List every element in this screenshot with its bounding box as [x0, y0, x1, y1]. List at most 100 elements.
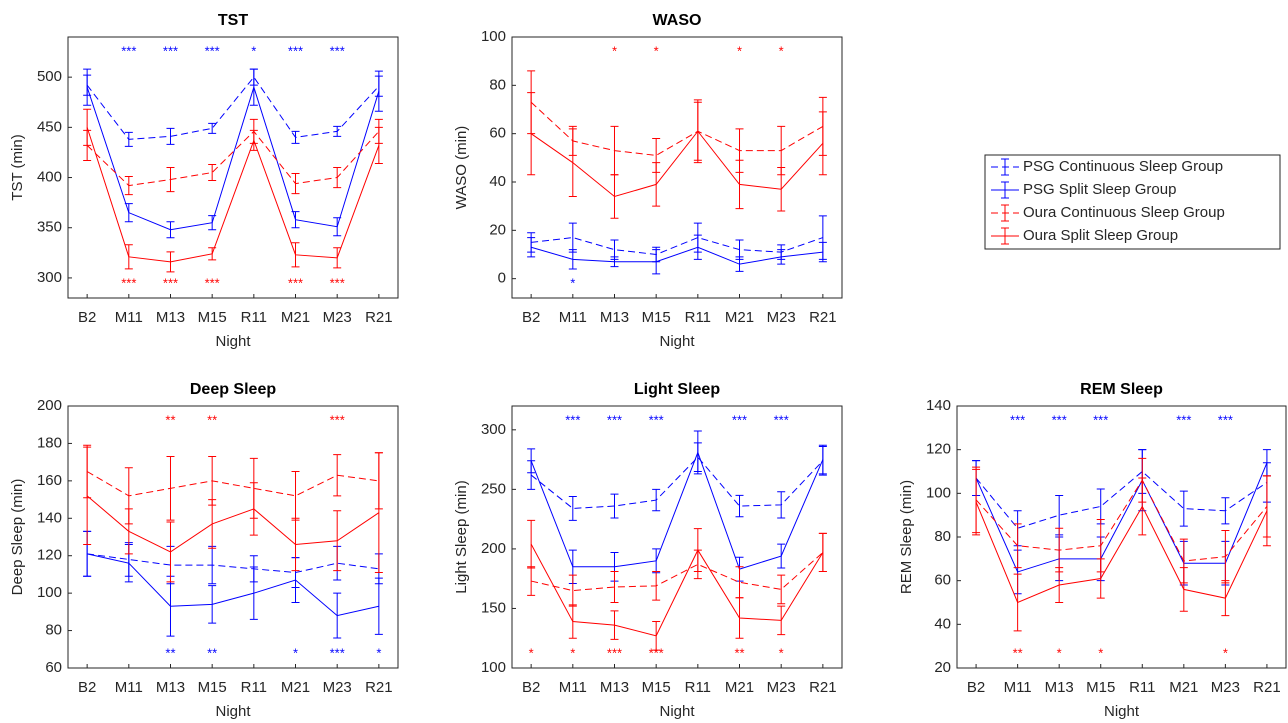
series-line	[975, 462, 1268, 573]
significance-marker: ***	[205, 43, 220, 58]
significance-marker: *	[737, 43, 742, 58]
series-line	[530, 451, 824, 570]
plot-area	[511, 36, 843, 299]
significance-marker: ***	[1218, 412, 1233, 427]
legend-errorbar	[1001, 204, 1009, 222]
error-bar	[652, 162, 661, 207]
error-bar	[249, 566, 258, 620]
significance-marker: ***	[607, 645, 622, 660]
error-bar	[124, 176, 133, 196]
y-tick-label: 100	[926, 484, 951, 501]
x-tick-label: R21	[1253, 679, 1281, 696]
chart-title: REM Sleep	[1080, 381, 1163, 398]
error-bar	[1138, 477, 1147, 536]
error-bar	[208, 499, 217, 549]
legend-box	[984, 154, 1281, 250]
x-tick-label: M15	[198, 309, 227, 326]
y-tick-label: 250	[481, 480, 506, 497]
x-tick-label: M11	[559, 309, 587, 326]
legend-errorbar	[1001, 227, 1009, 245]
significance-marker: **	[165, 645, 175, 660]
y-axis-label: WASO (min)	[453, 126, 470, 210]
legend-label: Oura Continuous Sleep Group	[1023, 204, 1225, 221]
series-line	[530, 130, 824, 198]
error-bar	[333, 592, 342, 639]
error-bar	[208, 122, 217, 134]
x-tick-label: M21	[725, 679, 754, 696]
error-bar	[291, 211, 300, 229]
significance-marker: ***	[565, 412, 580, 427]
y-tick-label: 100	[37, 584, 62, 601]
error-bar	[374, 452, 383, 574]
y-tick-label: 400	[37, 169, 62, 186]
x-tick-label: R11	[685, 309, 711, 326]
x-tick-label: M13	[1045, 679, 1074, 696]
error-bar	[735, 597, 744, 639]
y-tick-label: 350	[37, 219, 62, 236]
error-bar	[374, 70, 383, 112]
legend-label: Oura Split Sleep Group	[1023, 227, 1178, 244]
y-tick-label: 200	[481, 540, 506, 557]
significance-marker: *	[570, 645, 575, 660]
error-bar	[652, 621, 661, 651]
significance-marker: ***	[607, 412, 622, 427]
error-bar	[527, 92, 536, 176]
x-tick-label: M23	[1211, 679, 1240, 696]
y-tick-label: 140	[37, 509, 62, 526]
significance-marker: ***	[1093, 412, 1108, 427]
significance-marker: ***	[163, 275, 178, 290]
x-tick-label: M13	[600, 309, 629, 326]
error-bar	[652, 249, 661, 275]
chart-title: WASO	[653, 12, 702, 29]
significance-marker: ***	[330, 645, 345, 660]
error-bar	[249, 68, 258, 106]
error-bar	[972, 468, 981, 536]
series-line	[530, 101, 824, 156]
significance-marker: *	[779, 43, 784, 58]
error-bar	[208, 163, 217, 182]
significance-marker: **	[165, 412, 175, 427]
x-tick-label: R11	[241, 679, 267, 696]
y-tick-label: 0	[498, 270, 506, 287]
series-line	[86, 85, 380, 231]
chart-title: Light Sleep	[634, 381, 720, 398]
x-tick-label: B2	[78, 679, 96, 696]
y-axis-label: TST (min)	[9, 134, 26, 200]
significance-marker: ***	[1010, 412, 1025, 427]
legend-label: PSG Continuous Sleep Group	[1023, 158, 1223, 175]
y-tick-label: 20	[489, 221, 506, 238]
x-tick-label: R21	[365, 679, 393, 696]
error-bar	[818, 241, 827, 263]
x-tick-label: B2	[522, 309, 540, 326]
significance-marker: *	[1098, 645, 1103, 660]
error-bar	[124, 203, 133, 223]
error-bar	[1179, 490, 1188, 527]
error-bar	[818, 444, 827, 475]
significance-marker: **	[207, 645, 217, 660]
error-bar	[735, 256, 744, 272]
series-line	[87, 553, 379, 574]
error-bar	[610, 610, 619, 640]
significance-marker: ***	[330, 412, 345, 427]
error-bar	[1221, 580, 1230, 617]
x-tick-label: M21	[725, 309, 754, 326]
series-line	[975, 470, 1268, 529]
y-tick-label: 60	[489, 125, 506, 142]
error-bar	[652, 488, 661, 512]
x-tick-label: B2	[967, 679, 985, 696]
significance-marker: **	[1013, 645, 1023, 660]
x-axis-label: Night	[215, 333, 251, 350]
significance-marker: ***	[1052, 412, 1067, 427]
error-bar	[610, 571, 619, 603]
error-bar	[166, 221, 175, 239]
x-axis-label: Night	[1104, 703, 1140, 720]
error-bar	[291, 517, 300, 572]
x-tick-label: M15	[198, 679, 227, 696]
x-axis-label: Night	[659, 333, 695, 350]
error-bar	[735, 494, 744, 518]
x-tick-label: R11	[241, 309, 267, 326]
error-bar	[1221, 497, 1230, 525]
series-line	[975, 501, 1268, 604]
significance-marker: *	[654, 43, 659, 58]
